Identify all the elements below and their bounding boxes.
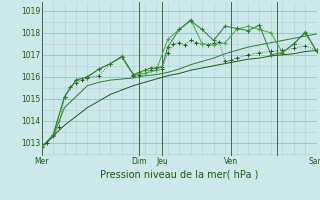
X-axis label: Pression niveau de la mer( hPa ): Pression niveau de la mer( hPa ) [100, 169, 258, 179]
